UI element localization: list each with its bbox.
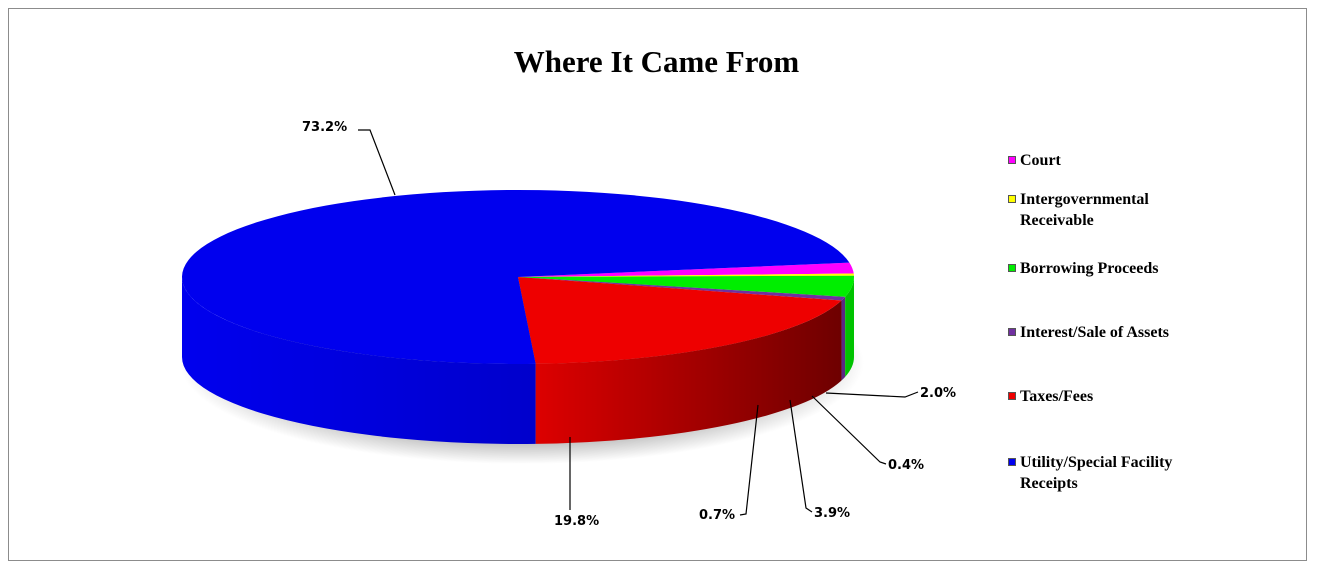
leader-line-2 bbox=[789, 399, 813, 513]
leader-line-1 bbox=[811, 395, 887, 465]
leader-line-3 bbox=[739, 404, 759, 516]
pie-slice-4 bbox=[518, 277, 842, 364]
leader-line-0 bbox=[825, 391, 919, 398]
legend-swatch-2 bbox=[1008, 264, 1016, 272]
legend-swatch-3 bbox=[1008, 328, 1016, 336]
chart-title: Where It Came From bbox=[513, 44, 800, 79]
legend-swatch-4 bbox=[1008, 392, 1016, 400]
pie-slice-1 bbox=[518, 273, 854, 277]
pie-side-2 bbox=[845, 277, 854, 377]
leader-line-5 bbox=[358, 129, 396, 196]
pie-side-3 bbox=[841, 296, 846, 381]
pie-slice-3 bbox=[518, 277, 846, 301]
legend-item-1: Intergovernmental Receivable bbox=[1008, 189, 1149, 231]
legend-item-0: Court bbox=[1008, 150, 1061, 171]
data-label-4: 19.8% bbox=[554, 514, 599, 529]
legend-label-2: Borrowing Proceeds bbox=[1020, 260, 1159, 277]
legend-item-5: Utility/Special Facility Receipts bbox=[1008, 452, 1172, 494]
legend-item-4: Taxes/Fees bbox=[1008, 386, 1093, 407]
legend-item-3: Interest/Sale of Assets bbox=[1008, 322, 1169, 343]
data-label-1: 0.4% bbox=[888, 458, 924, 473]
pie-side-4 bbox=[535, 300, 842, 444]
pie-slice-0 bbox=[518, 262, 854, 277]
legend-label-3: Interest/Sale of Assets bbox=[1020, 324, 1170, 341]
data-label-2: 3.9% bbox=[814, 506, 850, 521]
legend: Court Intergovernmental Receivable Borrowi… bbox=[1008, 0, 1308, 569]
pie-slice-5 bbox=[182, 190, 850, 364]
pie-side-5 bbox=[182, 277, 536, 444]
data-label-5: 73.2% bbox=[302, 120, 347, 135]
legend-swatch-5 bbox=[1008, 458, 1016, 466]
legend-label-1: Intergovernmental Receivable bbox=[1020, 191, 1149, 229]
data-label-3: 0.7% bbox=[699, 508, 735, 523]
data-label-0: 2.0% bbox=[920, 386, 956, 401]
legend-swatch-0 bbox=[1008, 156, 1016, 164]
legend-item-2: Borrowing Proceeds bbox=[1008, 258, 1159, 279]
legend-swatch-1 bbox=[1008, 195, 1016, 203]
legend-label-0: Court bbox=[1020, 152, 1061, 169]
legend-label-4: Taxes/Fees bbox=[1020, 388, 1094, 405]
legend-label-5: Utility/Special Facility Receipts bbox=[1020, 454, 1173, 492]
pie-slice-2 bbox=[518, 275, 854, 297]
